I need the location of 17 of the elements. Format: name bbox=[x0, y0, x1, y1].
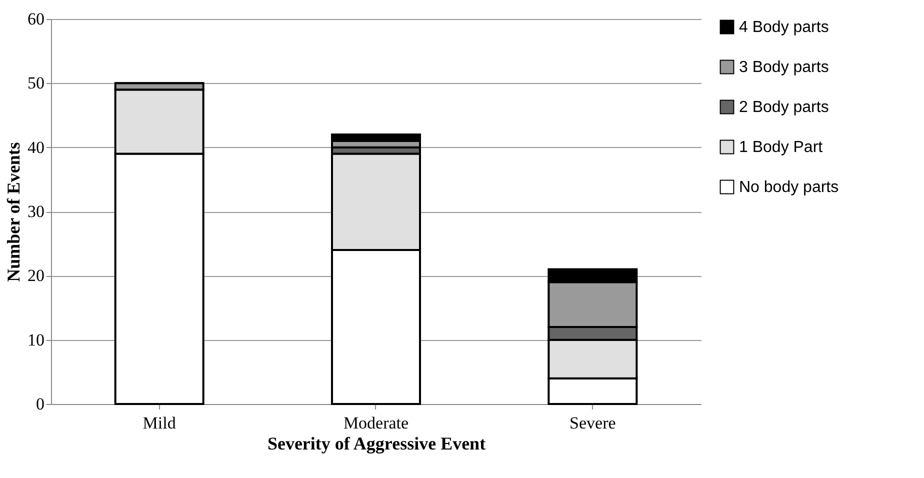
y-tick-label: 20 bbox=[28, 266, 44, 286]
x-axis-title: Severity of Aggressive Event bbox=[267, 434, 486, 454]
y-tick-label: 10 bbox=[28, 330, 44, 350]
x-tick-label: Severe bbox=[570, 414, 616, 432]
legend-label: 2 Body parts bbox=[739, 99, 829, 116]
y-tick-label: 30 bbox=[28, 202, 44, 221]
legend-label: 4 Body parts bbox=[739, 19, 829, 36]
legend-label: No body parts bbox=[739, 179, 839, 196]
y-tick-label: 0 bbox=[36, 394, 44, 414]
x-tick-label: Mild bbox=[142, 414, 176, 432]
y-tick-label: 60 bbox=[28, 10, 44, 28]
y-tick-label: 40 bbox=[28, 138, 44, 157]
legend-label: 1 Body Part bbox=[739, 139, 824, 156]
y-axis-title: Number of Events bbox=[4, 142, 24, 282]
y-tick-label: 50 bbox=[28, 74, 44, 93]
legend-label: 3 Body parts bbox=[739, 59, 829, 76]
x-tick-label: Moderate bbox=[343, 414, 409, 432]
